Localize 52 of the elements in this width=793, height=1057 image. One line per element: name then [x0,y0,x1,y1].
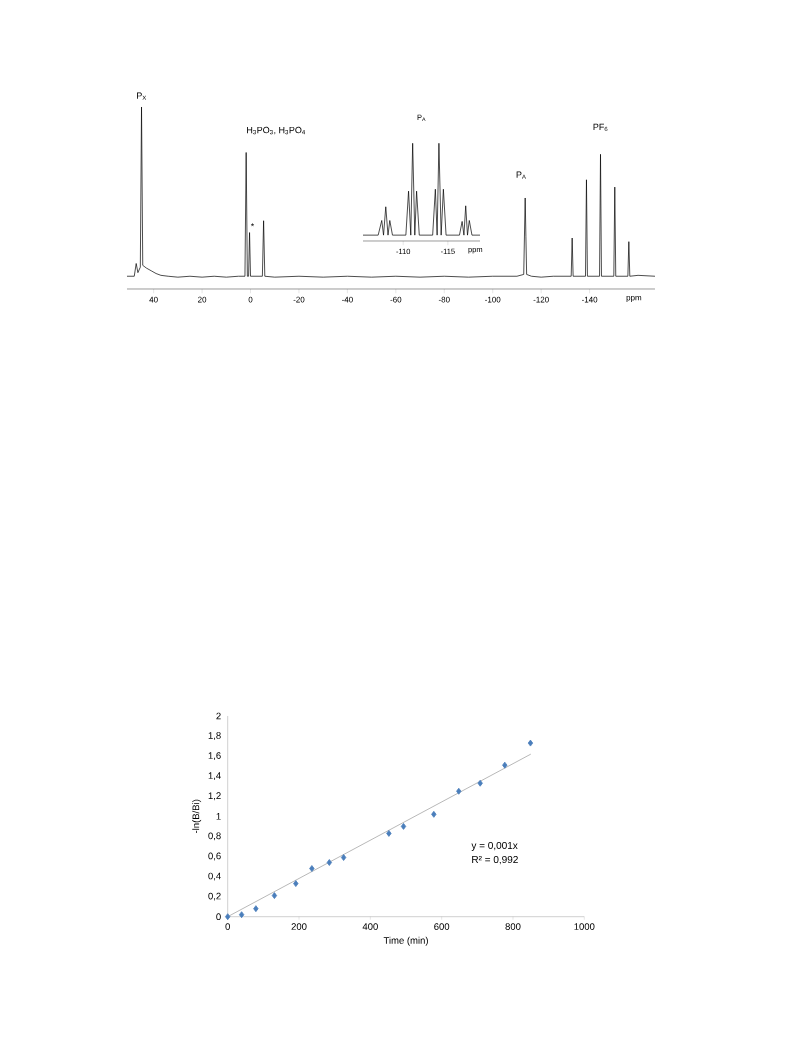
y-tick-label: 0,4 [208,872,221,881]
y-axis-title: -ln(B/Bi) [192,799,202,834]
point [253,905,259,913]
y-tick-label: 1,2 [208,792,221,801]
x-tick-label: -60 [390,296,402,303]
x-tick-label: -80 [438,296,450,303]
x-tick-label: 0 [248,296,253,303]
y-tick-label: 0,8 [208,832,221,841]
point [456,787,462,795]
y-tick-label: 1,4 [208,772,221,781]
x-tick-label: -120 [533,296,549,303]
annotation: P$_{X}$ [137,92,147,100]
x-tick-label: 600 [434,923,450,930]
point [326,859,332,866]
x-tick-label: 200 [291,923,307,930]
x-tick-label: -20 [293,296,305,303]
point [431,810,437,818]
x-tick-label: 0 [225,923,230,930]
x-tick-label: -40 [341,296,353,303]
annotation: PF$_{6}$ [593,123,608,132]
x-tick-label: 800 [505,923,521,930]
point [502,761,508,769]
annotation: y = 0,001x [471,841,518,851]
point [309,865,315,872]
point [225,913,231,921]
y-tick-label: 1,8 [208,732,221,740]
point [527,739,534,747]
point [400,822,407,830]
y-tick-label: 1 [216,813,221,820]
point [238,911,245,919]
y-tick-label: 0,2 [208,892,221,901]
y-tick-label: 0 [216,913,221,921]
y-tick-label: 0,6 [208,852,221,861]
x-tick-label: 20 [198,296,207,303]
x-axis-title: ppm [626,296,642,302]
annotation: H$_{3}$PO$_{3}$, H$_{3}$PO$_{4}$ [247,126,306,135]
x-tick-label: 400 [362,923,378,930]
point [477,779,483,787]
point [293,880,299,887]
x-tick-label: -140 [581,296,598,303]
x-tick-label: 40 [149,296,158,303]
x-tick-label: -100 [485,296,501,303]
point [271,892,278,900]
point [386,830,392,837]
x-tick-label: 1000 [574,923,595,930]
annotation: * [250,223,255,227]
x-axis-title: Time (min) [383,936,428,946]
point [340,854,347,861]
annotation: P$_{A}$ [516,171,526,179]
y-tick-label: 2 [216,712,221,720]
annotation: R² = 0,992 [472,855,518,865]
y-tick-label: 1,6 [208,752,221,761]
